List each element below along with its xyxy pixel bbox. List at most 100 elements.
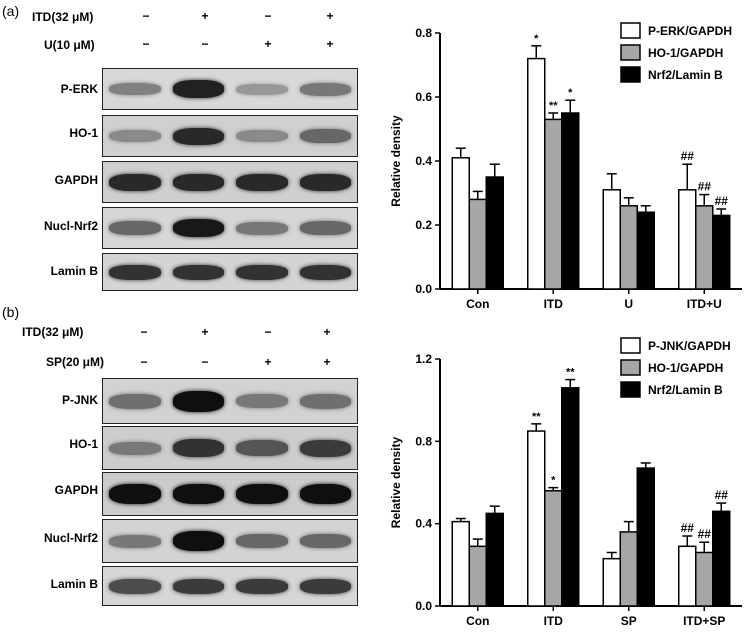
legend-label: P-JNK/GAPDH [648, 339, 731, 353]
sign-b-sp-3: + [264, 355, 272, 369]
bar [619, 531, 638, 607]
blot-band [299, 83, 351, 96]
blot-strip [102, 253, 358, 291]
bar [544, 118, 563, 290]
legend-label: Nrf2/Lamin B [648, 68, 723, 82]
legend-swatch [620, 22, 641, 39]
bar [678, 545, 697, 607]
significance-mark: ## [681, 149, 695, 163]
y-axis-label: Relative density [389, 115, 403, 207]
panel-label-b: (b) [2, 304, 20, 320]
y-tick-label: 0.8 [415, 434, 432, 448]
sign-a-u-3: + [264, 37, 272, 51]
sign-a-u-2: − [201, 37, 209, 51]
blot-band [236, 440, 288, 456]
y-tick-label: 1.2 [415, 352, 432, 366]
panel-label-a: (a) [2, 3, 20, 19]
bar [544, 489, 563, 607]
blot-label-gapdh-b: GAPDH [54, 483, 98, 497]
blot-band [299, 579, 351, 594]
blot-band [299, 129, 351, 143]
bar [619, 205, 638, 290]
legend-label: HO-1/GAPDH [648, 46, 723, 60]
blot-band [299, 394, 351, 409]
blot-band [172, 174, 224, 191]
x-tick-label: SP [621, 614, 637, 628]
blot-band [172, 531, 224, 551]
legend-swatch [620, 337, 641, 354]
legend-swatch [620, 381, 641, 398]
blot-strip [102, 519, 358, 563]
significance-mark: ** [549, 100, 558, 112]
y-tick-label: 0.0 [415, 599, 432, 613]
bar [451, 157, 470, 290]
bar [451, 520, 470, 607]
blot-strip [102, 115, 358, 157]
blot-band [172, 391, 224, 412]
bar [561, 112, 580, 290]
bar [602, 189, 621, 290]
blot-band [172, 128, 224, 145]
blot-band [109, 83, 161, 95]
significance-mark: ## [715, 488, 729, 502]
blot-band [109, 484, 161, 504]
blot-band [172, 579, 224, 594]
bar [602, 557, 621, 607]
x-tick-label: ITD [544, 614, 564, 628]
blot-band [236, 484, 288, 504]
y-tick-label: 0.4 [415, 154, 432, 168]
blot-label-nrf2-b: Nucl-Nrf2 [43, 531, 98, 545]
treatment-label-itd-a: ITD(32 μM) [32, 10, 94, 24]
blot-band [299, 221, 351, 235]
blot-band [172, 80, 224, 98]
significance-mark: * [534, 33, 539, 45]
blot-band [236, 84, 288, 95]
blot-strip [102, 378, 358, 424]
blot-band [299, 534, 351, 548]
sign-a-u-1: − [142, 37, 150, 51]
blot-band [109, 442, 161, 455]
sign-b-sp-2: − [201, 355, 209, 369]
blot-band [299, 440, 351, 457]
blot-band [109, 579, 161, 594]
blot-band [236, 579, 288, 594]
blot-band [236, 222, 288, 235]
y-tick-label: 0.8 [415, 26, 432, 40]
blot-label-gapdh-a: GAPDH [54, 173, 98, 187]
legend-swatch [620, 66, 641, 83]
x-tick-label: ITD+SP [683, 614, 725, 628]
y-tick-label: 0.0 [415, 282, 432, 296]
blot-band [109, 130, 161, 142]
significance-mark: * [551, 475, 556, 487]
blot-strip [102, 426, 358, 470]
sign-b-sp-1: − [140, 355, 148, 369]
significance-mark: ** [566, 367, 575, 379]
blot-band [236, 394, 288, 408]
blot-label-ho1-a: HO-1 [69, 126, 98, 140]
blot-strip [102, 207, 358, 249]
sign-b-itd-4: + [323, 325, 331, 339]
significance-mark: ** [532, 411, 541, 423]
legend-swatch [620, 44, 641, 61]
blot-band [172, 484, 224, 504]
blot-band [236, 174, 288, 191]
significance-mark: * [568, 87, 573, 99]
blot-strip [102, 68, 358, 110]
sign-b-itd-1: − [140, 325, 148, 339]
y-tick-label: 0.2 [415, 218, 432, 232]
blot-band [172, 439, 224, 457]
y-tick-label: 0.6 [415, 90, 432, 104]
bar [695, 205, 714, 290]
bar [678, 189, 697, 290]
blot-label-p-erk: P-ERK [60, 82, 98, 96]
significance-mark: ## [715, 194, 729, 208]
sign-a-itd-4: + [326, 9, 334, 23]
blot-band [236, 130, 288, 142]
y-axis-label: Relative density [389, 436, 403, 528]
bar [636, 467, 655, 607]
blot-label-nrf2-a: Nucl-Nrf2 [43, 219, 98, 233]
bar [527, 430, 546, 607]
x-tick-label: ITD [544, 297, 564, 311]
sign-b-itd-3: − [264, 325, 272, 339]
